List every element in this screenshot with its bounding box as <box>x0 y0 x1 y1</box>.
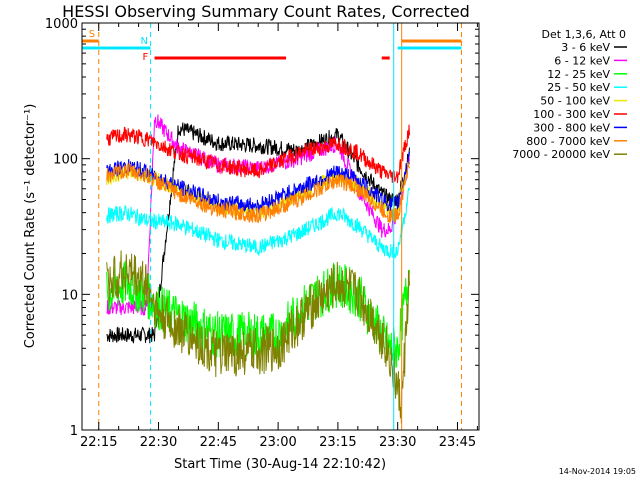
legend-label: 50 - 100 keV <box>540 95 610 108</box>
legend-label: 12 - 25 keV <box>547 68 610 81</box>
chart-title: HESSI Observing Summary Count Rates, Cor… <box>62 2 470 21</box>
y-tick-label: 10 <box>61 288 78 303</box>
flag-label-n: N <box>141 36 148 47</box>
x-tick-label: 23:45 <box>439 435 476 450</box>
legend-label: 7000 - 20000 keV <box>512 148 610 161</box>
x-axis: 22:15 22:30 22:45 23:00 23:15 23:30 23:45 <box>80 23 478 450</box>
y-axis-label: Corrected Count Rate (s⁻¹ detector⁻¹) <box>23 104 38 349</box>
flag-label-s: S <box>89 29 95 40</box>
legend-label: 3 - 6 keV <box>561 41 610 54</box>
legend-label: 100 - 300 keV <box>533 108 610 121</box>
y-tick-label: 100 <box>53 153 78 168</box>
x-tick-label: 22:15 <box>80 435 117 450</box>
legend-label: 25 - 50 keV <box>547 81 610 94</box>
legend-label: 300 - 800 keV <box>533 121 610 134</box>
flag-label-f: F <box>143 52 149 63</box>
x-tick-label: 23:15 <box>319 435 356 450</box>
legend-title: Det 1,3,6, Att 0 <box>542 28 626 41</box>
x-axis-label: Start Time (30-Aug-14 22:10:42) <box>174 457 386 472</box>
y-tick-label: 1000 <box>45 17 78 32</box>
series-line-8 <box>106 250 410 424</box>
y-axis: 1 10 100 1000 <box>45 17 479 439</box>
series-line-5 <box>106 124 410 184</box>
y-tick-label: 1 <box>70 424 78 439</box>
plot-frame <box>81 22 480 431</box>
legend-label: 6 - 12 keV <box>554 54 610 67</box>
plot-area: S NF <box>82 23 462 430</box>
x-tick-label: 23:00 <box>259 435 296 450</box>
series-line-3 <box>106 187 410 260</box>
series-line-7 <box>106 162 410 224</box>
x-tick-label: 22:45 <box>200 435 237 450</box>
x-tick-label: 22:30 <box>140 435 177 450</box>
legend-label: 800 - 7000 keV <box>526 135 610 148</box>
x-tick-label: 23:30 <box>379 435 416 450</box>
date-stamp: 14-Nov-2014 19:05 <box>559 467 636 476</box>
